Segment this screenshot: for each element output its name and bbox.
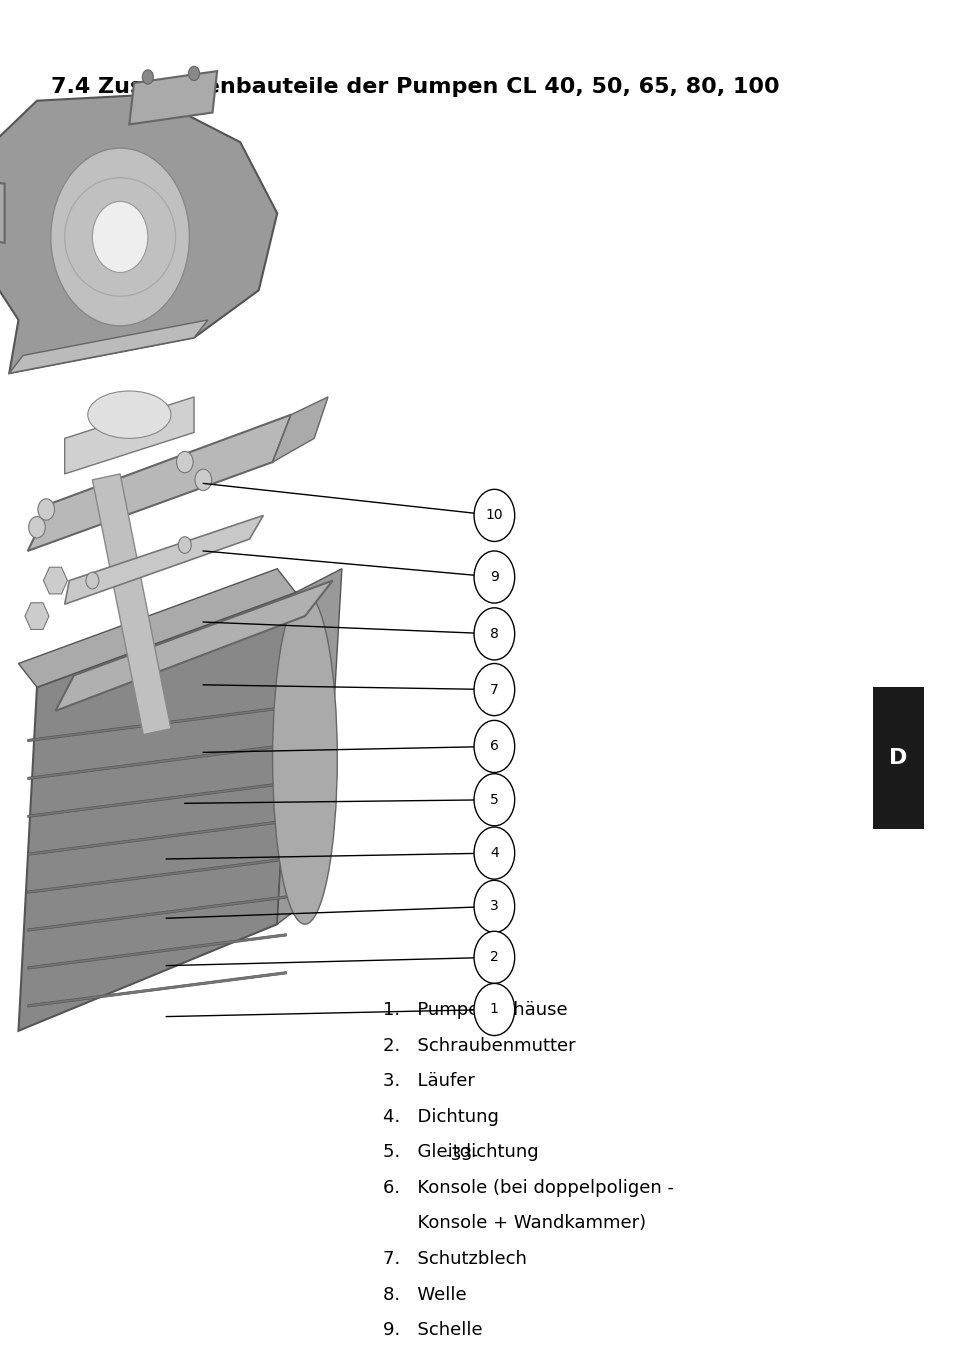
Text: 8: 8 (490, 627, 498, 640)
Circle shape (142, 70, 153, 84)
Text: 2.   Schraubenmutter: 2. Schraubenmutter (383, 1037, 576, 1055)
Bar (872, 688, 923, 830)
Polygon shape (28, 934, 286, 969)
Text: 7: 7 (490, 682, 498, 696)
Circle shape (194, 470, 212, 490)
Polygon shape (28, 858, 286, 894)
Circle shape (38, 498, 54, 520)
Polygon shape (0, 95, 277, 374)
Circle shape (189, 66, 199, 81)
Polygon shape (55, 581, 333, 711)
Ellipse shape (88, 391, 171, 439)
Text: 2: 2 (490, 951, 498, 964)
Circle shape (29, 517, 45, 538)
Polygon shape (273, 397, 328, 462)
Polygon shape (28, 896, 286, 932)
Polygon shape (28, 972, 286, 1007)
Circle shape (178, 536, 192, 554)
Text: D: D (888, 749, 907, 768)
Text: 3: 3 (490, 899, 498, 914)
Polygon shape (28, 745, 286, 780)
Circle shape (176, 451, 193, 473)
Polygon shape (25, 603, 49, 630)
Text: 8.   Welle: 8. Welle (383, 1285, 467, 1304)
Polygon shape (65, 516, 263, 604)
Circle shape (474, 773, 515, 826)
Polygon shape (44, 567, 68, 594)
Polygon shape (18, 593, 295, 1030)
Circle shape (51, 148, 190, 326)
Ellipse shape (273, 593, 337, 925)
Polygon shape (92, 474, 171, 735)
Text: 1.   Pumpengehäuse: 1. Pumpengehäuse (383, 1001, 568, 1020)
Text: 5: 5 (490, 792, 498, 807)
Text: 9: 9 (490, 570, 498, 584)
Text: 7.   Schutzblech: 7. Schutzblech (383, 1250, 527, 1267)
Circle shape (474, 663, 515, 716)
Text: Konsole + Wandkammer): Konsole + Wandkammer) (383, 1215, 646, 1232)
Text: 7.4 Zusammenbauteile der Pumpen CL 40, 50, 65, 80, 100: 7.4 Zusammenbauteile der Pumpen CL 40, 5… (51, 77, 779, 97)
Text: 4.   Dichtung: 4. Dichtung (383, 1108, 498, 1125)
Polygon shape (277, 569, 341, 925)
Circle shape (474, 720, 515, 773)
Polygon shape (0, 180, 5, 242)
Circle shape (474, 608, 515, 659)
Text: 6.   Konsole (bei doppelpoligen -: 6. Konsole (bei doppelpoligen - (383, 1179, 674, 1197)
Polygon shape (28, 821, 286, 856)
Circle shape (474, 983, 515, 1036)
Circle shape (474, 489, 515, 542)
Text: 10: 10 (485, 508, 502, 523)
Text: 9.   Schelle: 9. Schelle (383, 1322, 482, 1339)
Polygon shape (130, 72, 217, 125)
Polygon shape (28, 414, 291, 551)
Polygon shape (28, 783, 286, 818)
Text: 6: 6 (490, 739, 498, 753)
Circle shape (474, 551, 515, 603)
Circle shape (92, 202, 148, 272)
Circle shape (474, 932, 515, 983)
Circle shape (474, 827, 515, 879)
Circle shape (86, 573, 99, 589)
Polygon shape (18, 569, 295, 688)
Text: 5.   Gleitdichtung: 5. Gleitdichtung (383, 1143, 538, 1162)
Text: 3.   Läufer: 3. Läufer (383, 1072, 475, 1090)
Circle shape (474, 880, 515, 933)
Polygon shape (28, 707, 286, 742)
Text: -33-: -33- (445, 1147, 478, 1164)
Text: 4: 4 (490, 846, 498, 860)
Text: 1: 1 (490, 1002, 498, 1017)
Polygon shape (65, 397, 193, 474)
Polygon shape (10, 320, 208, 374)
